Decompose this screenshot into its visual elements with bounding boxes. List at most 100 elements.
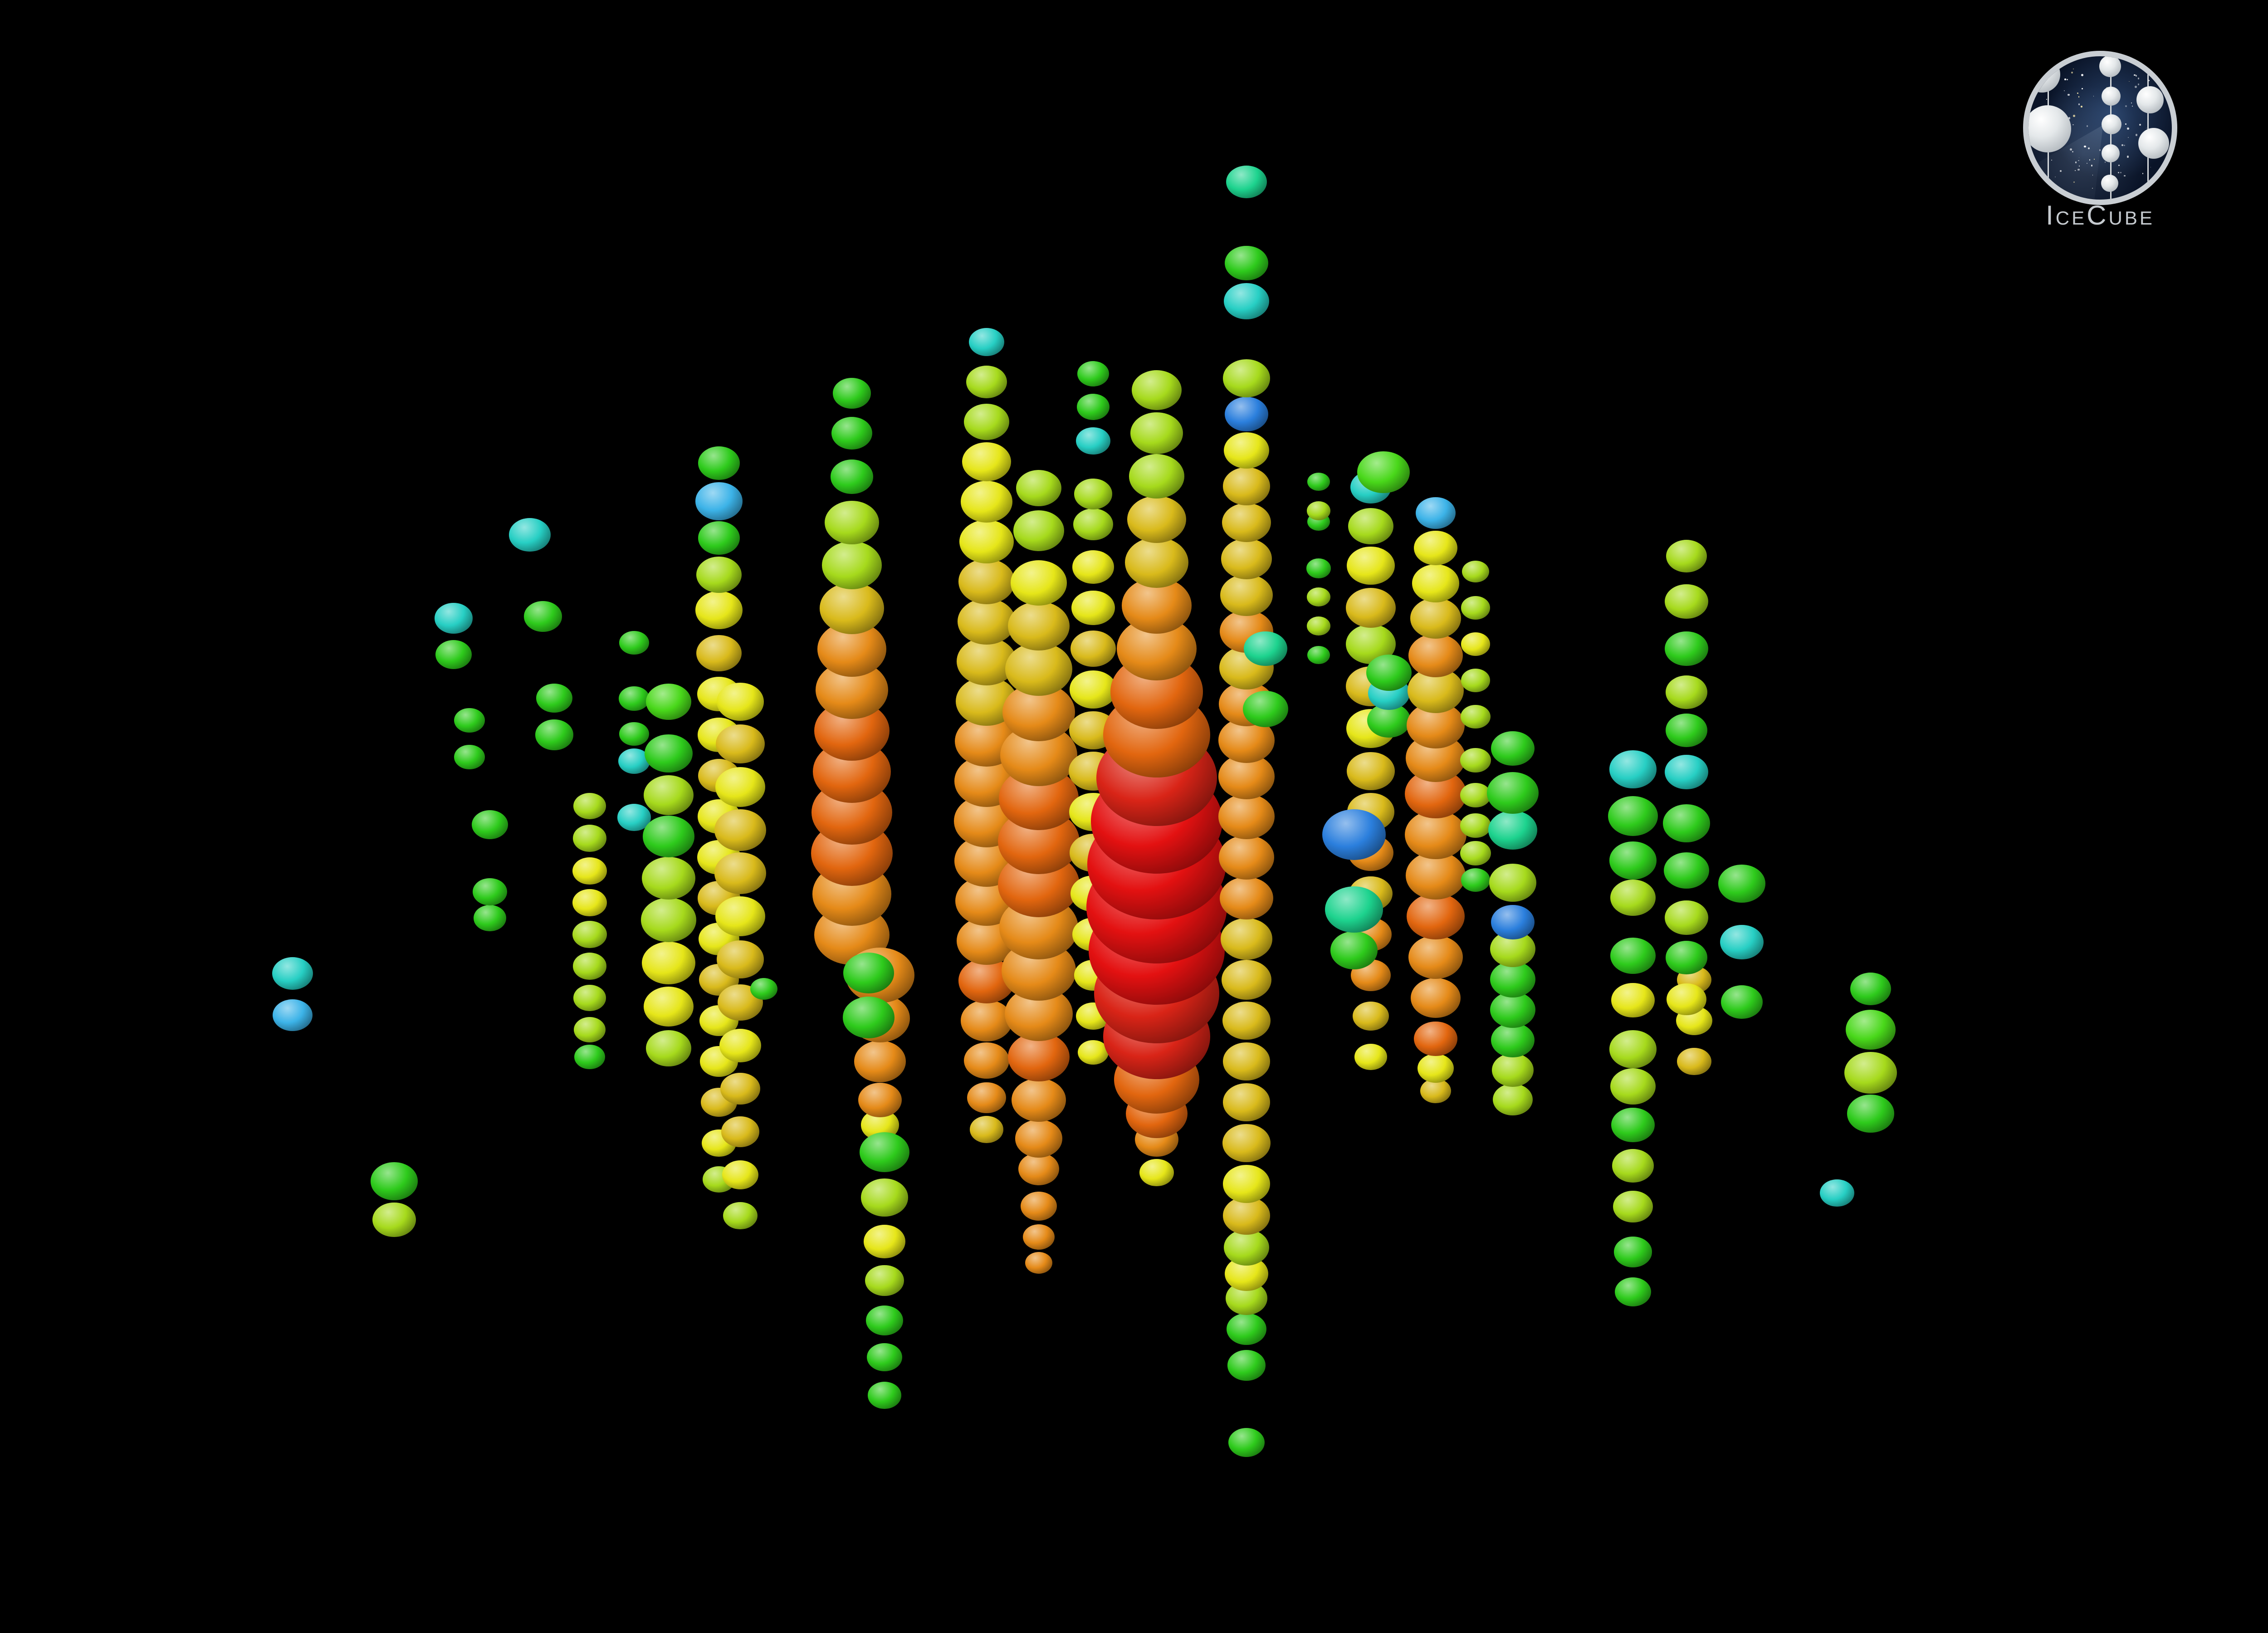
star-dot-icon — [2064, 90, 2065, 92]
dom-hit — [572, 889, 607, 917]
star-dot-icon — [2084, 145, 2086, 147]
star-dot-icon — [2081, 105, 2082, 108]
dom-hit — [1228, 1428, 1265, 1457]
dom-hit — [1223, 359, 1270, 397]
dom-hit — [958, 598, 1016, 645]
dom-hit — [868, 1382, 901, 1409]
dom-hit — [750, 978, 777, 1000]
star-dot-icon — [2051, 160, 2052, 161]
logo-dom-sphere-icon — [2136, 86, 2164, 113]
dom-hit — [1129, 454, 1184, 499]
star-dot-icon — [2146, 127, 2147, 129]
dom-hit — [1609, 841, 1657, 880]
dom-hit — [1225, 245, 1268, 281]
dom-hit — [719, 1029, 761, 1062]
dom-hit — [715, 896, 765, 936]
dom-hit — [644, 775, 694, 815]
logo-dom-sphere-icon — [2102, 87, 2121, 106]
dom-hit — [964, 404, 1009, 440]
dom-hit — [1330, 931, 1378, 969]
dom-hit — [866, 1305, 903, 1335]
dom-hit — [1461, 704, 1491, 729]
dom-hit — [1244, 631, 1287, 666]
dom-hit — [860, 1132, 909, 1172]
dom-hit — [1612, 1149, 1654, 1183]
star-dot-icon — [2137, 78, 2140, 80]
star-dot-icon — [2131, 106, 2133, 107]
star-dot-icon — [2142, 173, 2144, 174]
dom-hit — [1460, 841, 1491, 866]
dom-hit — [1127, 496, 1186, 543]
dom-hit — [958, 559, 1015, 604]
dom-hit — [962, 442, 1011, 482]
dom-hit — [1243, 691, 1288, 727]
star-dot-icon — [2087, 147, 2090, 149]
dom-hit — [454, 708, 485, 733]
dom-hit — [509, 518, 551, 552]
dom-hit — [959, 520, 1014, 563]
dom-hit — [822, 541, 882, 589]
star-dot-icon — [2091, 165, 2093, 166]
dom-hit — [831, 417, 872, 450]
dom-hit — [619, 631, 649, 655]
dom-hit — [524, 601, 562, 632]
logo-dom-sphere-icon — [2102, 144, 2120, 162]
dom-hit — [1489, 864, 1536, 902]
dom-hit — [1665, 754, 1708, 790]
dom-hit — [1227, 1350, 1266, 1381]
dom-hit — [619, 686, 650, 711]
dom-hit — [1665, 584, 1708, 619]
dom-hit — [1666, 540, 1707, 572]
dom-hit — [1322, 809, 1386, 860]
icecube-wordmark: IceCube — [2046, 200, 2155, 230]
dom-hit — [1016, 470, 1061, 506]
dom-hit — [1490, 961, 1535, 997]
dom-hit — [1025, 1252, 1052, 1274]
dom-hit — [1721, 985, 1763, 1019]
dom-hit — [1072, 550, 1114, 584]
dom-hit — [574, 1017, 606, 1042]
dom-hit — [1460, 748, 1491, 773]
dom-hit — [572, 920, 607, 949]
dom-hit — [1665, 900, 1708, 935]
dom-hit — [472, 810, 508, 839]
dom-hit — [1227, 1313, 1266, 1345]
dom-hit — [861, 1178, 908, 1217]
dom-hit — [1005, 642, 1072, 696]
dom-hit — [1139, 1159, 1174, 1187]
dom-hit — [1219, 835, 1274, 880]
dom-hit — [1487, 772, 1539, 814]
star-dot-icon — [2118, 172, 2119, 173]
dom-hit — [1665, 631, 1708, 666]
dom-hit — [1224, 1229, 1269, 1266]
dom-hit — [1492, 1053, 1534, 1087]
star-dot-icon — [2121, 144, 2123, 146]
dom-hit — [969, 328, 1004, 357]
star-dot-icon — [2068, 117, 2071, 119]
dom-hit — [1023, 1224, 1055, 1250]
dom-hit — [698, 521, 740, 555]
star-dot-icon — [2066, 78, 2068, 81]
dom-hit — [843, 953, 894, 993]
star-dot-icon — [2078, 96, 2080, 98]
dom-hit — [1011, 560, 1067, 606]
star-dot-icon — [2120, 172, 2122, 174]
dom-hit — [1220, 574, 1273, 616]
star-dot-icon — [2126, 127, 2129, 130]
star-dot-icon — [2055, 176, 2056, 178]
star-dot-icon — [2093, 96, 2094, 97]
dom-hit — [1070, 670, 1117, 709]
dom-hit — [1222, 503, 1271, 543]
dom-hit — [1410, 598, 1461, 639]
dom-hit — [1666, 941, 1707, 974]
dom-hit — [867, 1343, 902, 1372]
dom-hit — [833, 378, 871, 409]
star-dot-icon — [2081, 73, 2084, 76]
dom-hit — [574, 1044, 605, 1070]
dom-hit — [1071, 590, 1115, 626]
dom-hit — [1012, 1078, 1066, 1122]
star-dot-icon — [2125, 105, 2127, 107]
dom-hit — [1347, 752, 1395, 791]
dom-hit — [1132, 370, 1182, 410]
dom-hit — [643, 816, 694, 857]
